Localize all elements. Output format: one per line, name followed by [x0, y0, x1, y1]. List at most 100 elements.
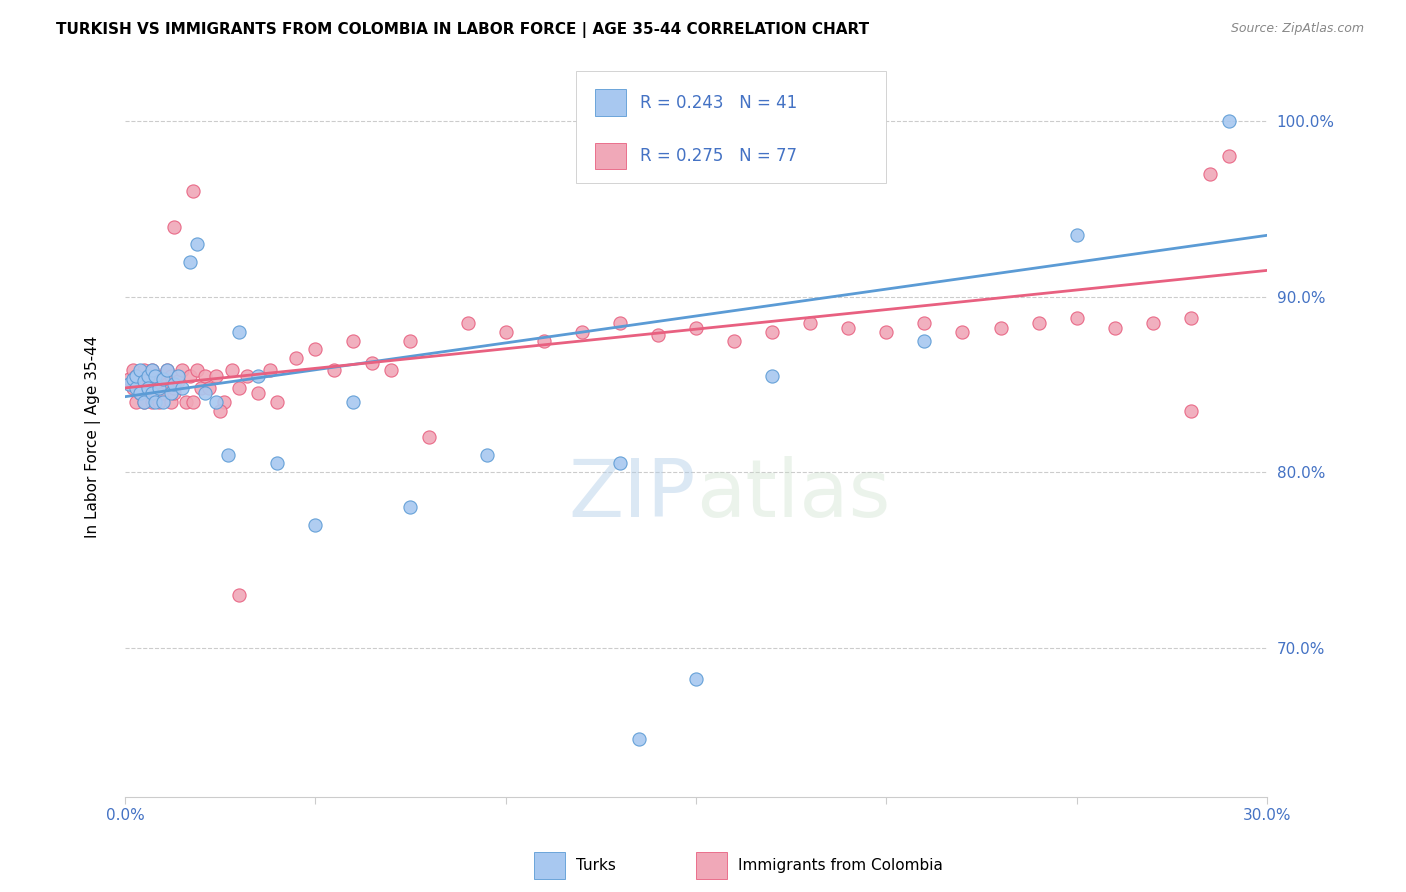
Text: TURKISH VS IMMIGRANTS FROM COLOMBIA IN LABOR FORCE | AGE 35-44 CORRELATION CHART: TURKISH VS IMMIGRANTS FROM COLOMBIA IN L… [56, 22, 869, 38]
Point [217, 448, 239, 462]
Point [190, 381, 212, 395]
Point [1066, 310, 1088, 325]
Point [145, 386, 167, 401]
Point [952, 325, 974, 339]
Point [259, 363, 281, 377]
Point [912, 334, 935, 348]
Point [228, 381, 250, 395]
Point [1218, 149, 1240, 163]
Point [285, 351, 308, 365]
Point [205, 368, 228, 383]
Point [571, 325, 593, 339]
Point [121, 381, 143, 395]
Point [799, 316, 821, 330]
Point [194, 368, 217, 383]
Point [152, 368, 174, 383]
Point [152, 395, 174, 409]
Point [159, 395, 181, 409]
Point [609, 316, 631, 330]
Point [159, 368, 181, 383]
Point [209, 403, 232, 417]
Point [228, 588, 250, 602]
Text: atlas: atlas [696, 456, 890, 533]
Point [156, 363, 179, 377]
Point [152, 386, 174, 401]
Point [132, 363, 155, 377]
Point [1066, 228, 1088, 243]
Point [627, 731, 650, 746]
Point [148, 381, 170, 395]
Point [399, 500, 422, 515]
Point [152, 372, 174, 386]
Point [304, 343, 326, 357]
Point [221, 363, 243, 377]
Point [323, 363, 346, 377]
Point [159, 386, 181, 401]
Point [266, 456, 288, 470]
Point [495, 325, 517, 339]
Point [361, 356, 384, 370]
Point [183, 185, 205, 199]
Point [174, 395, 197, 409]
Point [1199, 167, 1222, 181]
Point [118, 377, 141, 392]
Point [179, 368, 201, 383]
Point [141, 363, 163, 377]
Point [837, 321, 859, 335]
Point [418, 430, 440, 444]
Point [129, 374, 152, 388]
Point [342, 334, 364, 348]
Point [399, 334, 422, 348]
Point [723, 334, 745, 348]
Point [1218, 114, 1240, 128]
Point [1104, 321, 1126, 335]
Point [235, 368, 257, 383]
Text: R = 0.243   N = 41: R = 0.243 N = 41 [640, 94, 797, 112]
Text: ZIP: ZIP [568, 456, 696, 533]
Point [136, 381, 159, 395]
Point [457, 316, 479, 330]
Point [228, 325, 250, 339]
Point [132, 395, 155, 409]
Point [266, 395, 288, 409]
Point [141, 363, 163, 377]
Point [342, 395, 364, 409]
Point [156, 377, 179, 392]
Point [163, 381, 186, 395]
Point [167, 374, 190, 388]
Point [475, 448, 498, 462]
Point [1180, 310, 1202, 325]
Text: Source: ZipAtlas.com: Source: ZipAtlas.com [1230, 22, 1364, 36]
Point [148, 395, 170, 409]
Point [380, 363, 402, 377]
Point [170, 381, 193, 395]
Point [304, 517, 326, 532]
Point [129, 386, 152, 401]
Point [132, 395, 155, 409]
Point [194, 386, 217, 401]
Point [1142, 316, 1164, 330]
Point [121, 372, 143, 386]
Point [163, 377, 186, 392]
Text: Immigrants from Colombia: Immigrants from Colombia [738, 858, 943, 872]
Point [170, 363, 193, 377]
Point [167, 368, 190, 383]
Point [247, 386, 270, 401]
Point [212, 395, 235, 409]
Point [118, 372, 141, 386]
Point [875, 325, 897, 339]
Y-axis label: In Labor Force | Age 35-44: In Labor Force | Age 35-44 [86, 336, 101, 538]
Point [121, 363, 143, 377]
Point [136, 372, 159, 386]
Point [136, 368, 159, 383]
Point [761, 368, 783, 383]
Point [186, 363, 208, 377]
Point [132, 374, 155, 388]
Point [247, 368, 270, 383]
Point [685, 672, 707, 686]
Point [533, 334, 555, 348]
Point [145, 368, 167, 383]
Point [125, 368, 148, 383]
Point [183, 395, 205, 409]
Point [912, 316, 935, 330]
